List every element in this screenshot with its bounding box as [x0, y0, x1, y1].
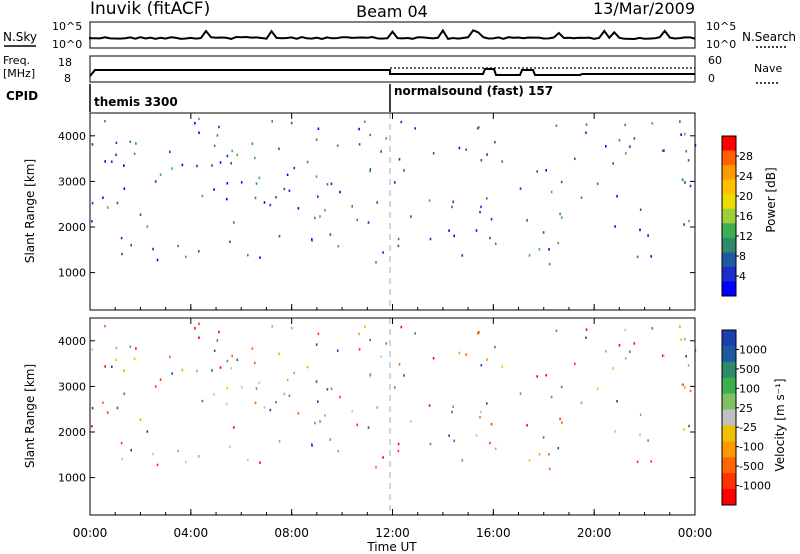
freq-label-2: [MHz]	[3, 67, 35, 80]
nave-tick-bottom: 0	[708, 72, 715, 85]
freq-tick-top: 18	[58, 56, 72, 69]
nave-label: Nave	[754, 62, 782, 75]
noise-left-label: N.Sky	[3, 30, 37, 44]
freq-label-1: Freq.	[3, 54, 30, 67]
nave-tick-top: 60	[708, 54, 722, 67]
cpid-mode-1: themis 3300	[94, 95, 178, 109]
freq-tick-bottom: 8	[64, 72, 71, 85]
noise-left-tick-bottom: 10^0	[52, 38, 82, 51]
noise-sky-trace	[89, 28, 696, 41]
beam-title: Beam 04	[356, 2, 428, 21]
cpid-mode-2: normalsound (fast) 157	[394, 84, 553, 98]
noise-right-label: N.Search	[742, 30, 796, 44]
noise-right-tick-top: 10^5	[706, 20, 736, 33]
cpid-label: CPID	[6, 89, 38, 103]
cpid-panel: CPID themis 3300 normalsound (fast) 157	[6, 84, 553, 112]
noise-right-tick-bottom: 10^0	[706, 38, 736, 51]
power-scatter-data	[91, 117, 697, 266]
station-title: Inuvik (fitACF)	[90, 0, 210, 19]
noise-panel: N.Sky 10^5 10^0 10^5 10^0 N.Search	[3, 20, 796, 51]
noise-left-tick-top: 10^5	[52, 20, 82, 33]
date-title: 13/Mar/2009	[593, 0, 695, 18]
frequency-trace	[89, 68, 695, 77]
frequency-panel: Freq. [MHz] 18 8 60 0 Nave	[3, 54, 782, 85]
